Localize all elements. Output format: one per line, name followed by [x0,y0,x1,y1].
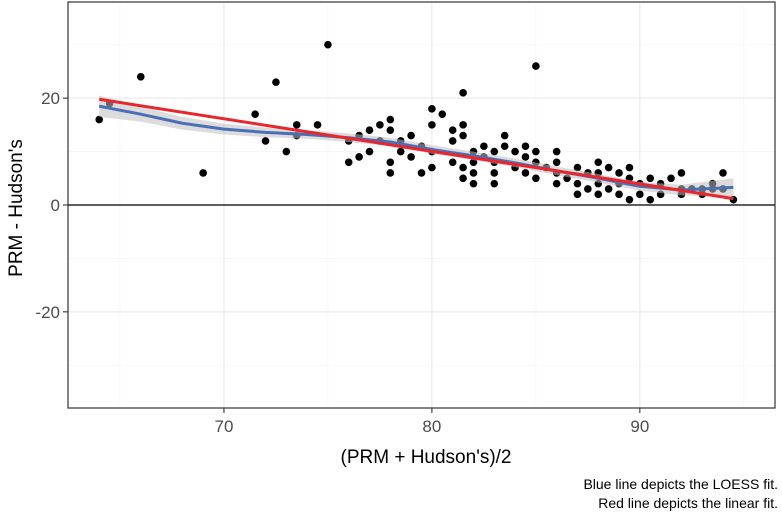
data-point [677,169,686,177]
data-point [667,174,675,183]
data-point [438,110,447,118]
data-point [521,169,530,177]
data-point [646,195,655,204]
data-point [365,147,374,156]
data-point [604,185,613,193]
loess-line [98,104,734,192]
data-point [95,115,103,124]
data-point [459,131,467,140]
y-tick-label: 0 [51,196,60,215]
data-point [261,137,270,145]
y-tick-label: -20 [35,303,60,322]
data-point [386,126,395,135]
data-point [376,121,384,129]
plot-area [68,40,775,206]
data-point [521,153,530,161]
data-point [552,179,561,188]
data-point [448,126,457,135]
data-point [396,147,405,156]
data-point [625,163,634,172]
data-point [469,169,478,177]
data-point [719,169,727,177]
caption-linear: Red line depicts the linear fit. [598,495,778,511]
data-point [594,190,603,199]
y-tick-label: 20 [41,89,60,108]
data-point [594,158,603,167]
data-point [448,158,457,167]
axis-ticks: 70 80 90 -20 0 20 [35,89,649,436]
data-point [459,163,467,172]
linear-fit-line [98,97,734,201]
data-point [532,62,540,70]
plot-panel [67,1,776,409]
data-point [272,78,280,86]
data-point [552,147,561,156]
data-point [199,169,207,177]
data-point [625,195,634,204]
x-tick-label: 80 [422,417,441,436]
data-point [469,179,478,188]
data-point [521,142,530,151]
data-point [646,174,655,183]
data-point [573,163,582,172]
data-point [511,147,519,156]
data-point [386,158,395,167]
data-point [532,147,540,156]
data-point [313,121,322,129]
data-point [417,169,426,177]
data-point [355,153,363,161]
data-point [365,126,374,135]
data-point [428,105,436,113]
data-point [407,131,415,140]
data-point [615,169,623,177]
data-point [636,190,644,199]
data-point [552,158,561,167]
axis-labels: (PRM + Hudson's)/2 PRM - Hudson's Blue l… [6,139,778,511]
data-point [573,190,582,199]
data-point [459,89,467,97]
data-point [532,174,540,183]
data-point [292,121,301,129]
data-point [407,153,415,161]
data-point [584,185,592,193]
x-tick-label: 90 [630,417,649,436]
data-point [428,121,436,129]
data-point [136,72,145,81]
data-point [490,147,499,156]
data-point [604,163,613,172]
data-point [324,40,332,49]
caption-loess: Blue line depicts the LOESS fit. [583,476,778,492]
data-point [428,163,436,172]
data-point [251,110,259,118]
data-point [459,174,467,183]
data-point [459,121,467,129]
data-point [480,142,488,151]
data-point [386,115,395,124]
data-point [282,147,291,156]
data-point [386,169,395,177]
data-point [573,179,582,188]
data-point [490,169,499,177]
data-point [500,131,509,140]
x-axis-title: (PRM + Hudson's)/2 [341,447,512,468]
y-axis-title: PRM - Hudson's [6,139,27,277]
x-tick-label: 70 [214,417,233,436]
data-point [448,137,457,145]
data-point [615,190,623,199]
data-point [500,142,509,151]
data-point [344,158,353,167]
data-point [490,179,499,188]
